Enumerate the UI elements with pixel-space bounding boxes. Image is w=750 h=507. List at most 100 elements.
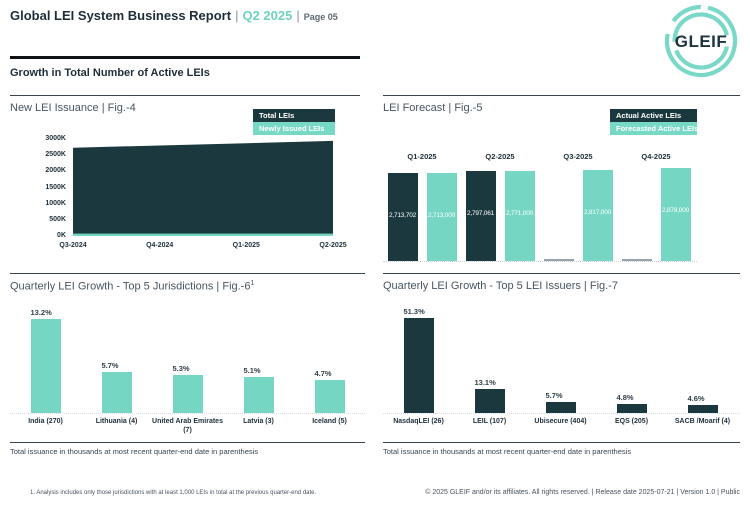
bar-value-label: 2,878,000 [661,206,690,214]
header-separator: | [235,8,239,23]
y-axis-tick: 500K [49,215,66,223]
y-axis-tick: 3000K [45,135,66,142]
report-period: Q2 2025 [242,8,293,23]
bar-slot: 4.6% [667,393,738,413]
heading-rule [10,56,360,59]
panel-lei-forecast: LEI Forecast | Fig.-5 Actual Active LEIs… [383,95,740,274]
bar-slot: 5.3% [152,364,223,413]
area-chart-svg [73,140,333,236]
percent-label: 51.3% [403,307,425,316]
category-label: SACB /Moarif (4) [674,418,731,425]
issuers-category-labels: NasdaqLEI (26) LEIL (107) Ubisecure (404) E… [383,417,740,426]
bar [474,388,505,413]
bar-slot: 5.1% [223,366,294,413]
percent-label: 5.7% [545,391,563,401]
y-axis-tick: 2500K [45,151,66,159]
x-axis-label: Q3-2024 [59,242,87,249]
legend-item-forecasted-active-leis: Forecasted Active LEIs [610,122,698,135]
category-label: India (270) [28,418,63,425]
bar-column: 4.8% [616,393,647,413]
bar-forecast: 2,713,000 [426,173,457,261]
chart-title-fig7: Quarterly LEI Growth - Top 5 LEI Issuers… [383,280,618,292]
panel-top5-lei-issuers: Quarterly LEI Growth - Top 5 LEI Issuers… [383,273,740,462]
logo-text: GLEIF [675,32,728,51]
category-label: LEIL (107) [472,418,507,425]
bar-actual [543,259,574,261]
x-axis-label: Q2-2025 [319,242,347,249]
category-label: Ubisecure (404) [534,418,587,425]
chart-title-fig6: Quarterly LEI Growth - Top 5 Jurisdictio… [10,280,254,293]
bar-value-label: 2,817,000 [583,208,612,216]
bar-column: 4.7% [314,369,345,413]
quarter-label: Q2-2025 [485,152,515,161]
x-axis-label: Q4-2024 [146,242,174,249]
forecast-quarter-labels: Q1-2025 Q2-2025 Q3-2025 Q4-2025 [383,152,695,161]
bar-forecast: 2,878,000 [660,167,691,261]
total-leis-area [73,140,333,236]
panel-new-lei-issuance: New LEI Issuance | Fig.-4 Total LEIs New… [10,95,360,274]
percent-label: 4.8% [616,393,634,403]
chart-title-fig6-text: Quarterly LEI Growth - Top 5 Jurisdictio… [10,280,251,293]
bar-value-label: 2,713,702 [388,212,417,220]
quarter-label: Q4-2025 [641,152,671,161]
bar [403,318,434,413]
report-title: Global LEI System Business Report [10,8,232,23]
bar-actual: 2,713,702 [387,173,418,261]
bar-slot: 13.1% [454,378,525,413]
chart-note-fig7: Total issuance in thousands at most rece… [383,447,632,456]
bar-value-label: 2,713,000 [427,212,456,220]
legend-item-newly-issued-leis: Newly Issued LEIs [253,122,335,135]
gleif-logo: GLEIF [664,4,738,78]
percent-label: 13.1% [474,377,496,387]
bar-forecast: 2,771,000 [504,171,535,261]
bar-slot: 4.7% [294,369,365,413]
bar-column: 5.7% [545,391,576,413]
bar [545,402,576,413]
note-divider [383,442,740,443]
category-label: NasdaqLEI (26) [393,418,444,425]
bar-slot: 5.7% [81,361,152,413]
issuers-bar-chart: 51.3% 13.1% 5.7% 4.8% 4.6% [383,274,740,414]
percent-label: 5.1% [243,365,261,375]
bar [172,375,203,413]
forecast-bar-group: 2,713,702 2,713,000 [383,166,461,261]
chart-title-fig5: LEI Forecast | Fig.-5 [383,102,483,114]
chart-note-fig6: Total issuance in thousands at most rece… [10,447,259,456]
legend-fig5: Actual Active LEIs Forecasted Active LEI… [610,109,698,135]
percent-label: 4.6% [687,393,705,403]
bar-value-label: 2,771,000 [505,210,534,218]
bar [243,376,274,413]
y-axis-tick: 0K [57,232,66,239]
legend-item-actual-active-leis: Actual Active LEIs [610,109,697,122]
bar-column: 5.1% [243,365,274,413]
bar [616,404,647,413]
jurisdictions-category-labels: India (270) Lithuania (4) United Arab Emir… [10,417,365,435]
bar-column: 13.2% [30,308,61,413]
bar-actual [621,259,652,261]
bar-actual: 2,797,061 [465,170,496,261]
y-axis-tick: 1000K [45,199,66,207]
bar-slot: 51.3% [383,307,454,413]
bar-forecast: 2,817,000 [582,169,613,261]
x-axis-label: Q1-2025 [232,242,260,249]
section-heading: Growth in Total Number of Active LEIs [10,67,210,79]
bar [101,372,132,413]
chart-title-fig4: New LEI Issuance | Fig.-4 [10,102,136,114]
y-axis-tick: 2000K [45,167,66,175]
bar-value-label: 2,797,061 [466,209,495,217]
forecast-bar-chart: 2,713,702 2,713,000 2,797,061 2,771,000 2,81… [383,166,697,262]
bar-column: 5.3% [172,364,203,413]
bar-slot: 4.8% [596,393,667,413]
copyright-line: © 2025 GLEIF and/or its affiliates. All … [425,489,740,496]
forecast-bar-group: 2,797,061 2,771,000 [461,166,539,261]
chart-title-fig6-footnote-marker: 1 [250,280,255,287]
category-label: United Arab Emirates (7) [152,418,223,435]
category-label: Iceland (5) [312,418,347,425]
bar [687,404,718,413]
footnote: 1. Analysis includes only those jurisdic… [30,490,317,496]
bar-column: 5.7% [101,361,132,413]
legend-item-total-leis: Total LEIs [253,109,335,122]
logo-inner-ring [672,12,730,70]
category-label: Lithuania (4) [95,418,138,425]
